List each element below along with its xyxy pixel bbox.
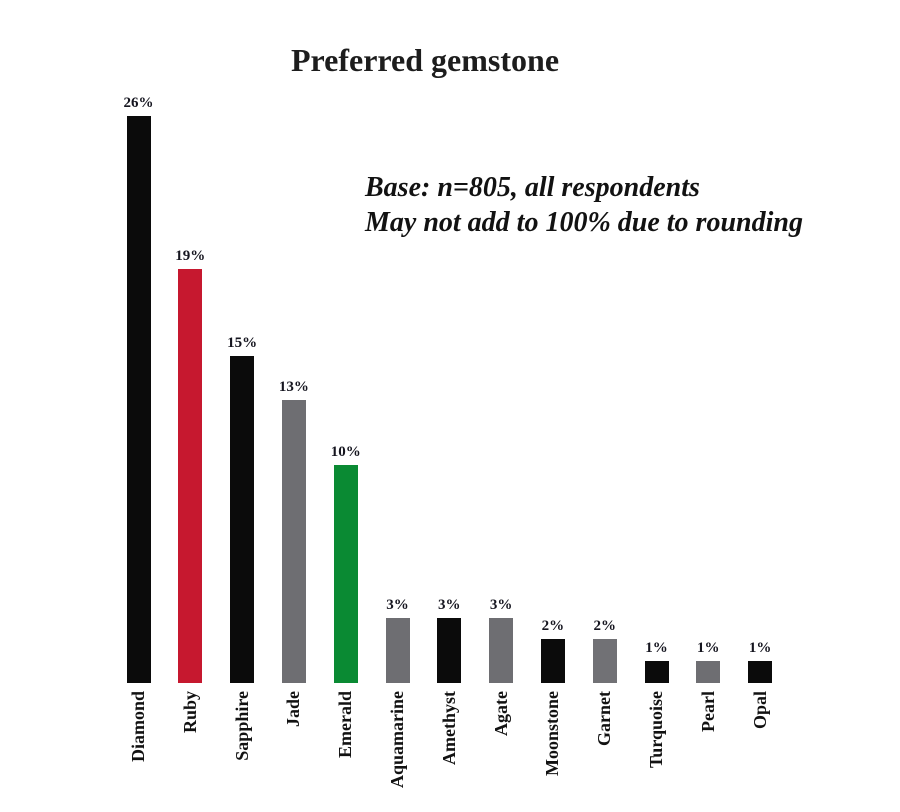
value-label-sapphire: 15%	[227, 335, 258, 351]
category-label-turquoise: Turquoise	[646, 691, 666, 769]
bar-area-opal: 1%	[748, 0, 773, 683]
category-label-agate: Agate	[490, 691, 511, 736]
category-label-garnet: Garnet	[594, 691, 615, 746]
bar-area-sapphire: 15%	[227, 0, 257, 683]
bar-area-agate: 3%	[489, 0, 514, 683]
category-label-sapphire: Sapphire	[231, 691, 252, 761]
bar-turquoise	[644, 661, 669, 683]
bar-area-garnet: 2%	[592, 0, 617, 683]
value-label-moonstone: 2%	[541, 618, 565, 634]
bar-garnet	[592, 639, 617, 683]
bar-slot-turquoise: 1% Turquoise	[631, 0, 683, 768]
bar-pearl	[696, 661, 721, 683]
category-label-ruby: Ruby	[179, 691, 200, 734]
value-label-agate: 3%	[489, 597, 513, 613]
bar-area-turquoise: 1%	[644, 0, 669, 683]
category-label-moonstone: Moonstone	[542, 691, 563, 776]
bar-slot-emerald: 10% Emerald	[320, 0, 372, 758]
bar-diamond	[126, 116, 151, 683]
bar-emerald	[333, 465, 358, 683]
bar-area-diamond: 26%	[124, 0, 154, 683]
bar-slot-pearl: 1% Pearl	[682, 0, 734, 732]
bar-slot-sapphire: 15% Sapphire	[216, 0, 268, 761]
bar-area-emerald: 10%	[331, 0, 361, 683]
bar-jade	[281, 400, 306, 683]
chart-title: Preferred gemstone	[290, 42, 560, 78]
bar-slot-aquamarine: 3% Aquamarine	[372, 0, 424, 788]
annotation-line-rounding: May not add to 100% due to rounding	[365, 207, 803, 238]
bar-amethyst	[437, 618, 462, 683]
bar-area-aquamarine: 3%	[385, 0, 410, 683]
bar-slot-opal: 1% Opal	[734, 0, 786, 729]
category-label-aquamarine: Aquamarine	[387, 691, 407, 789]
category-label-jade: Jade	[283, 691, 304, 727]
category-label-amethyst: Amethyst	[438, 691, 459, 765]
chart-annotation: Base: n=805, all respondents May not add…	[365, 170, 803, 240]
bar-slot-jade: 13% Jade	[268, 0, 320, 727]
value-label-amethyst: 3%	[438, 597, 461, 613]
bar-aquamarine	[385, 618, 410, 683]
bar-moonstone	[540, 639, 565, 683]
value-label-jade: 13%	[278, 379, 309, 395]
bar-sapphire	[230, 356, 255, 683]
value-label-diamond: 26%	[123, 95, 154, 111]
bar-area-ruby: 19%	[175, 0, 205, 683]
bar-opal	[748, 661, 773, 683]
bar-ruby	[178, 269, 203, 683]
value-label-turquoise: 1%	[645, 640, 668, 656]
annotation-line-base: Base: n=805, all respondents	[365, 172, 700, 203]
bar-slot-amethyst: 3% Amethyst	[423, 0, 475, 765]
category-label-opal: Opal	[749, 691, 770, 730]
category-label-emerald: Emerald	[335, 691, 356, 758]
value-label-garnet: 2%	[593, 618, 616, 634]
bar-slot-agate: 3% Agate	[475, 0, 527, 736]
bar-area-amethyst: 3%	[437, 0, 462, 683]
bar-area-moonstone: 2%	[540, 0, 565, 683]
category-label-pearl: Pearl	[697, 691, 718, 732]
value-label-pearl: 1%	[697, 640, 720, 656]
bar-area-jade: 13%	[279, 0, 309, 683]
value-label-emerald: 10%	[330, 444, 361, 460]
category-label-diamond: Diamond	[128, 691, 148, 763]
bar-slot-garnet: 2% Garnet	[579, 0, 631, 746]
bar-slot-moonstone: 2% Moonstone	[527, 0, 579, 776]
value-label-ruby: 19%	[175, 248, 206, 264]
bar-slot-ruby: 19% Ruby	[164, 0, 216, 733]
bar-slot-diamond: 26% Diamond	[113, 0, 165, 762]
value-label-opal: 1%	[748, 640, 772, 656]
bar-agate	[489, 618, 514, 683]
bar-area-pearl: 1%	[696, 0, 721, 683]
value-label-aquamarine: 3%	[386, 597, 409, 613]
